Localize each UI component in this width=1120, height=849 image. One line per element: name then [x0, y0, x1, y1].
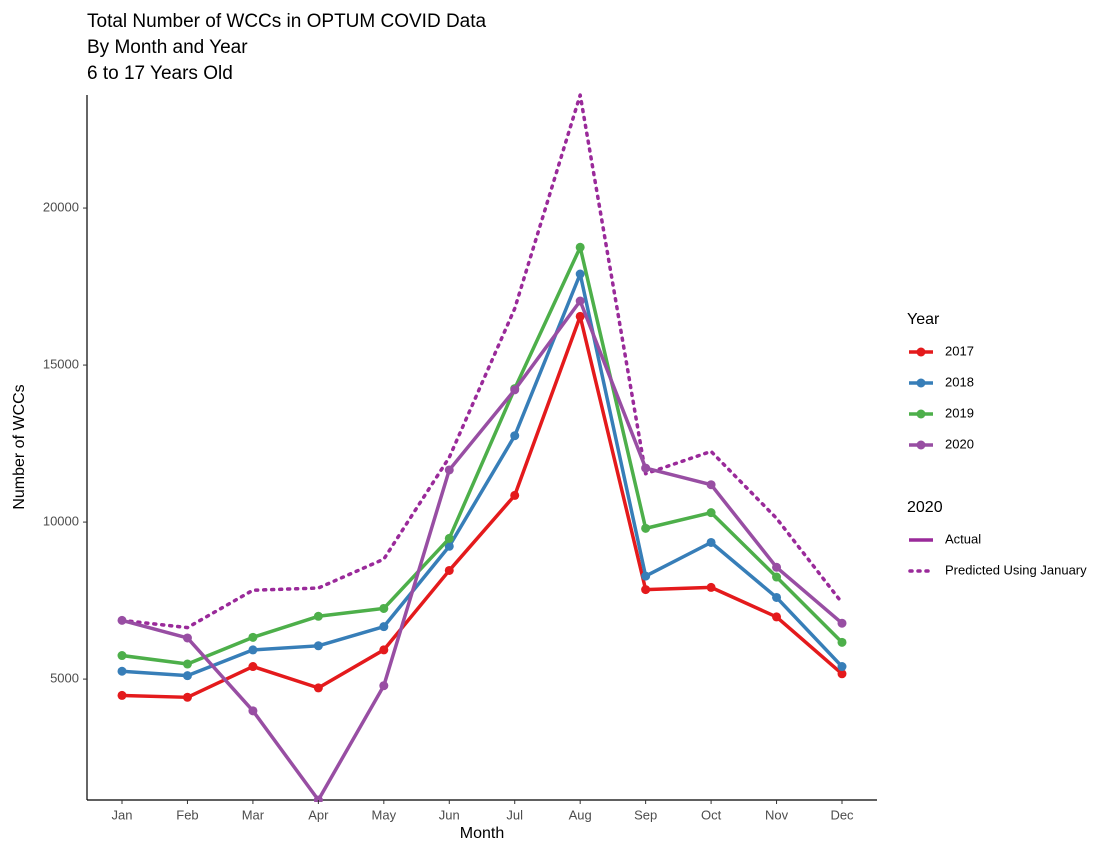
point	[379, 622, 389, 632]
x-tick-label: Jan	[112, 807, 133, 822]
point	[117, 690, 127, 700]
x-tick-label: Aug	[569, 807, 592, 822]
series-line	[121, 314, 844, 700]
point	[117, 651, 127, 661]
point	[510, 431, 520, 441]
point	[444, 533, 454, 543]
legend-swatch	[916, 440, 926, 450]
point	[117, 666, 127, 676]
x-tick-label: Oct	[701, 807, 722, 822]
point	[182, 659, 192, 669]
point	[706, 480, 716, 490]
x-tick-label: Jun	[439, 807, 460, 822]
legend-label: 2017	[945, 343, 974, 358]
point	[313, 683, 323, 693]
x-tick-label: Dec	[830, 807, 854, 822]
point	[444, 565, 454, 575]
point	[641, 523, 651, 533]
y-tick-label: 10000	[43, 514, 79, 529]
chart-subtitle: By Month and Year	[87, 37, 248, 58]
point	[248, 632, 258, 642]
x-axis-title: Month	[460, 825, 504, 842]
point	[575, 242, 585, 252]
legend-label: 2019	[945, 405, 974, 420]
y-axis-title: Number of WCCs	[11, 384, 28, 509]
x-tick-label: Feb	[176, 807, 198, 822]
y-tick-label: 20000	[43, 199, 79, 214]
point	[837, 637, 847, 647]
point	[706, 508, 716, 518]
y-tick-label: 15000	[43, 357, 79, 372]
point	[575, 269, 585, 279]
point	[379, 681, 389, 691]
x-tick-label: Jul	[506, 807, 523, 822]
legend-label: Predicted Using January	[945, 562, 1087, 577]
point	[444, 465, 454, 475]
prediction-line	[120, 93, 844, 630]
point	[248, 645, 258, 655]
point	[772, 612, 782, 622]
point	[772, 592, 782, 602]
legend-title: 2020	[907, 499, 943, 516]
point	[444, 541, 454, 551]
point	[313, 611, 323, 621]
legend-title: Year	[907, 311, 940, 328]
point	[182, 671, 192, 681]
series-line	[121, 245, 844, 666]
point	[313, 641, 323, 651]
point	[510, 385, 520, 395]
series-line	[121, 272, 844, 678]
x-tick-label: May	[372, 807, 397, 822]
legend-swatch	[916, 378, 926, 388]
point	[641, 463, 651, 473]
point	[837, 618, 847, 628]
point	[510, 490, 520, 500]
legend-swatch	[916, 409, 926, 419]
legend-label: 2020	[945, 436, 974, 451]
x-tick-label: Mar	[242, 807, 265, 822]
x-tick-label: Nov	[765, 807, 789, 822]
point	[313, 795, 323, 802]
legend: Year 2020 Actual Predicted Using January…	[907, 311, 1087, 577]
point	[575, 311, 585, 321]
point	[772, 572, 782, 582]
point	[706, 537, 716, 547]
point	[117, 615, 127, 625]
plot-area	[117, 93, 847, 802]
point	[575, 296, 585, 306]
point	[248, 662, 258, 672]
y-tick-label: 5000	[50, 671, 79, 686]
point	[641, 571, 651, 581]
x-tick-label: Sep	[634, 807, 657, 822]
point	[182, 633, 192, 643]
point	[182, 692, 192, 702]
legend-swatch	[916, 347, 926, 357]
point	[772, 562, 782, 572]
chart-subtitle: 6 to 17 Years Old	[87, 63, 233, 84]
series-line	[121, 299, 844, 802]
chart-title: Total Number of WCCs in OPTUM COVID Data	[87, 11, 487, 32]
point	[379, 645, 389, 655]
legend-label: Actual	[945, 531, 981, 546]
point	[248, 706, 258, 716]
point	[706, 582, 716, 592]
point	[641, 585, 651, 595]
legend-label: 2018	[945, 374, 974, 389]
point	[837, 669, 847, 679]
point	[379, 603, 389, 613]
x-tick-label: Apr	[308, 807, 329, 822]
point	[837, 662, 847, 672]
